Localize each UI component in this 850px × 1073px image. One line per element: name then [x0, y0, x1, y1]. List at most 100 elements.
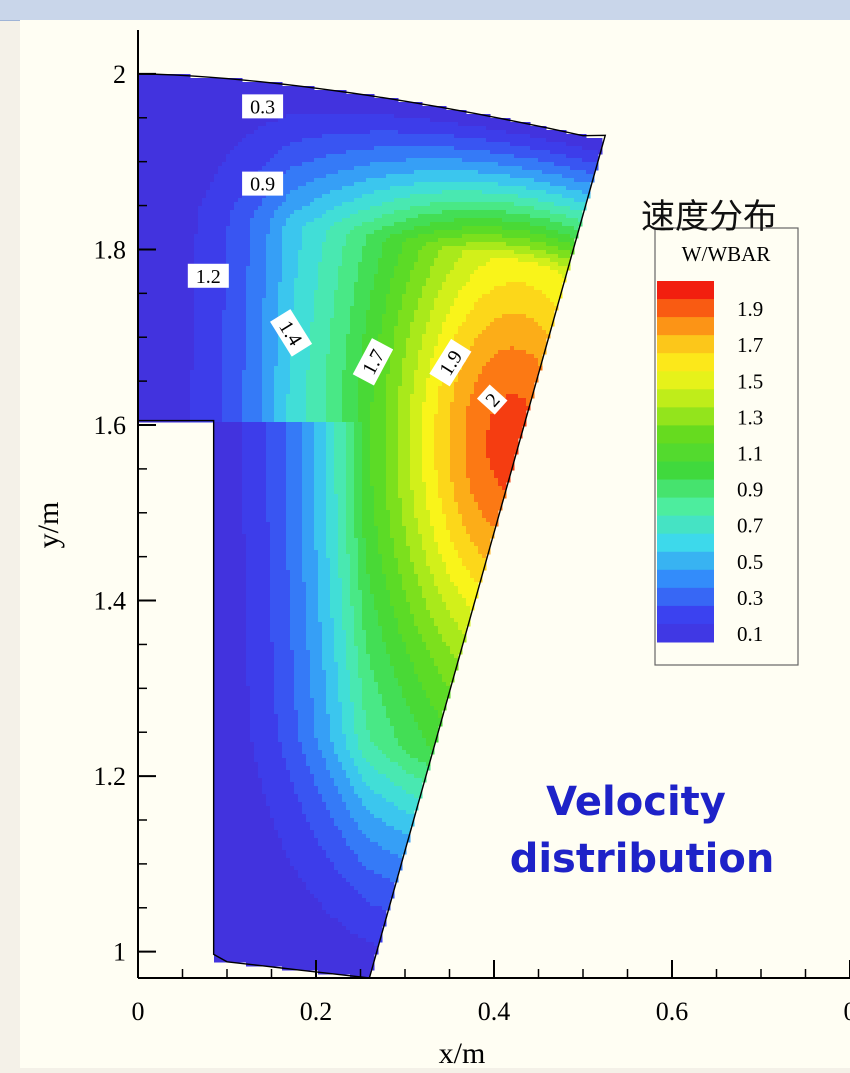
contour-cell [402, 130, 407, 135]
contour-cell [298, 206, 303, 211]
contour-cell [418, 258, 423, 263]
contour-cell [566, 222, 571, 227]
contour-cell [222, 182, 227, 187]
contour-cell [450, 198, 455, 203]
contour-cell [286, 90, 291, 95]
contour-cell [410, 206, 415, 211]
contour-cell [222, 102, 227, 107]
contour-cell [206, 206, 211, 211]
contour-cell [430, 150, 435, 155]
contour-cell [258, 122, 263, 127]
contour-cell [418, 126, 423, 131]
contour-cell [314, 178, 319, 183]
contour-cell [290, 122, 295, 127]
contour-cell [506, 258, 511, 263]
contour-cell [158, 186, 163, 191]
contour-cell [434, 170, 439, 175]
contour-cell [338, 226, 343, 231]
contour-cell [446, 134, 451, 139]
contour-cell [270, 262, 275, 267]
contour-cell [366, 94, 371, 99]
contour-cell [322, 150, 327, 155]
contour-cell [174, 126, 179, 131]
contour-cell [274, 206, 279, 211]
contour-cell [262, 274, 267, 279]
contour-cell [218, 214, 223, 219]
contour-cell [310, 154, 315, 159]
contour-cell [362, 206, 367, 211]
contour-cell [354, 150, 359, 155]
contour-cell [526, 230, 531, 235]
contour-cell [458, 126, 463, 131]
contour-cell [518, 182, 523, 187]
contour-cell [350, 190, 355, 195]
contour-cell [438, 190, 443, 195]
contour-cell [426, 154, 431, 159]
contour-cell [346, 266, 351, 271]
contour-cell [274, 90, 279, 95]
contour-cell [450, 138, 455, 143]
contour-cell [510, 178, 515, 183]
contour-cell [542, 198, 547, 203]
contour-cell [178, 178, 183, 183]
contour-cell [198, 174, 203, 179]
contour-cell [218, 178, 223, 183]
contour-cell [442, 126, 447, 131]
contour-cell [330, 210, 335, 215]
contour-cell [466, 126, 471, 131]
contour-cell [178, 150, 183, 155]
contour-cell [162, 198, 167, 203]
contour-cell [306, 182, 311, 187]
contour-cell [350, 202, 355, 207]
contour-cell [306, 130, 311, 135]
contour-cell [434, 162, 439, 167]
contour-cell [566, 194, 571, 199]
contour-cell [242, 274, 247, 279]
contour-cell [158, 194, 163, 199]
contour-cell [434, 114, 439, 119]
contour-cell [502, 198, 507, 203]
contour-cell [158, 162, 163, 167]
contour-cell [530, 146, 535, 151]
contour-cell [218, 98, 223, 103]
contour-cell [386, 218, 391, 223]
contour-cell [442, 150, 447, 155]
contour-cell [358, 190, 363, 195]
contour-cell [386, 238, 391, 243]
contour-cell [290, 190, 295, 195]
contour-cell [482, 126, 487, 131]
contour-cell [474, 118, 479, 123]
contour-cell [450, 230, 455, 235]
contour-cell [554, 182, 559, 187]
contour-cell [462, 210, 467, 215]
contour-cell [554, 166, 559, 171]
contour-cell [290, 250, 295, 255]
contour-cell [466, 246, 471, 251]
contour-cell [346, 102, 351, 107]
contour-cell [242, 242, 247, 247]
contour-cell [478, 182, 483, 187]
contour-cell [146, 210, 151, 215]
contour-cell [162, 130, 167, 135]
contour-cell [478, 254, 483, 259]
contour-cell [222, 258, 227, 263]
contour-cell [430, 234, 435, 239]
contour-cell [222, 98, 227, 103]
contour-cell [194, 134, 199, 139]
contour-cell [358, 178, 363, 183]
contour-cell [566, 230, 571, 235]
contour-cell [402, 178, 407, 183]
contour-cell [526, 238, 531, 243]
contour-cell [494, 154, 499, 159]
contour-cell [538, 238, 543, 243]
contour-cell [310, 194, 315, 199]
contour-cell [354, 118, 359, 123]
contour-cell [454, 190, 459, 195]
contour-cell [482, 234, 487, 239]
contour-cell [162, 226, 167, 231]
contour-cell [578, 170, 583, 175]
contour-cell [522, 246, 527, 251]
contour-cell [482, 250, 487, 255]
contour-cell [514, 198, 519, 203]
contour-cell [282, 158, 287, 163]
